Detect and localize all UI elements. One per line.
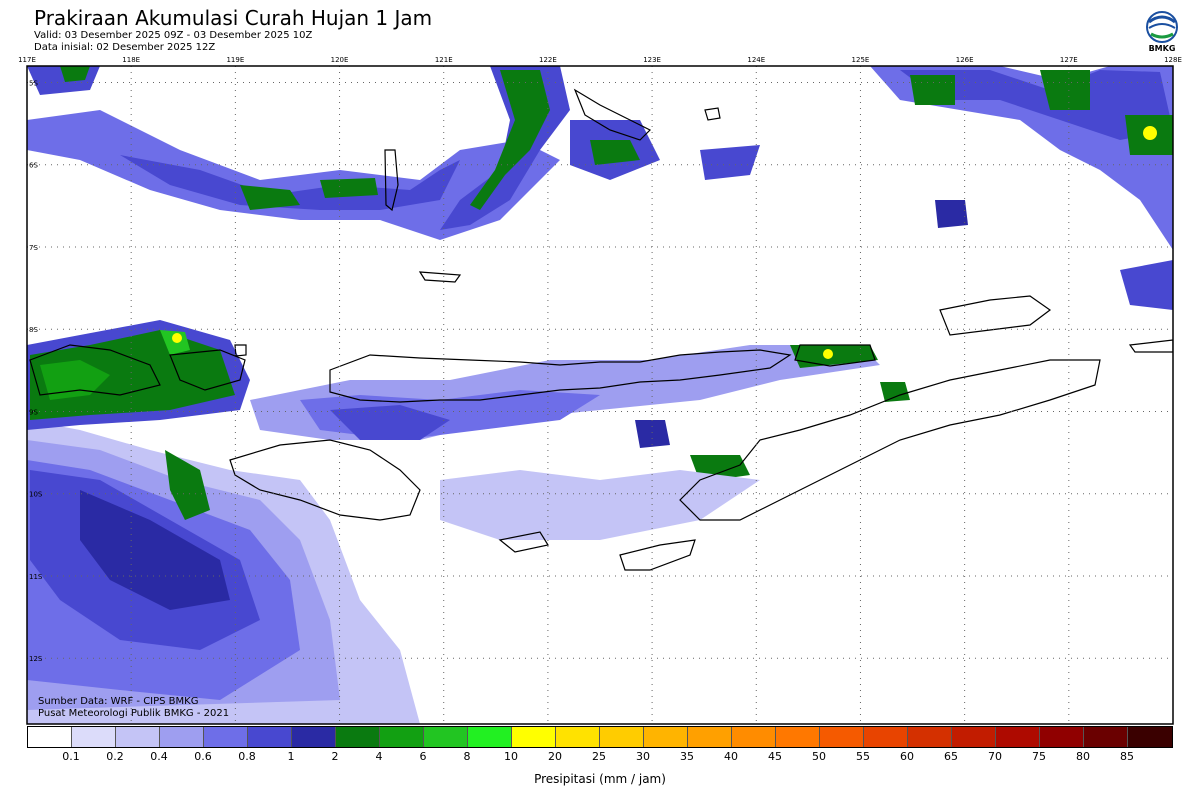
legend-swatch — [732, 727, 776, 747]
bmkg-logo-icon: BMKG — [1145, 10, 1179, 56]
legend-tick-label: 65 — [944, 750, 958, 763]
latitude-label: 7S — [29, 244, 38, 252]
legend-swatch — [600, 727, 644, 747]
credits: Sumber Data: WRF - CIPS BMKG Pusat Meteo… — [38, 696, 229, 720]
legend-tick-label: 70 — [988, 750, 1002, 763]
longitude-label: 124E — [747, 56, 765, 64]
latitude-labels: 5S 6S 7S 8S 9S 10S 11S 12S — [29, 79, 43, 663]
legend-tick-label: 0.2 — [106, 750, 124, 763]
legend-swatch — [644, 727, 688, 747]
legend-tick-label: 80 — [1076, 750, 1090, 763]
legend-colorbar — [27, 726, 1173, 748]
legend-swatch — [952, 727, 996, 747]
legend-swatch — [28, 727, 72, 747]
legend-tick-label: 10 — [504, 750, 518, 763]
latitude-label: 12S — [29, 655, 43, 663]
legend-tick-label: 1 — [287, 750, 295, 763]
legend-tick-label: 35 — [680, 750, 694, 763]
longitude-label: 123E — [643, 56, 661, 64]
legend-tick-label: 4 — [375, 750, 383, 763]
legend-swatch — [424, 727, 468, 747]
latitude-label: 10S — [29, 491, 43, 499]
longitude-labels: 117E 118E 119E 120E 121E 122E 123E 124E 125E 126E… — [18, 56, 1182, 64]
source-credit: Sumber Data: WRF - CIPS BMKG — [38, 696, 199, 707]
grid-lines — [27, 66, 1173, 724]
legend-ticks: 0.1 0.2 0.4 0.6 0.8 1 2 4 6 8 10 20 25 30 35 40 45 50 55 60… — [0, 750, 1200, 764]
legend-swatch — [160, 727, 204, 747]
legend-tick-label: 25 — [592, 750, 606, 763]
legend-tick-label: 75 — [1032, 750, 1046, 763]
legend-tick-label: 50 — [812, 750, 826, 763]
longitude-label: 117E — [18, 56, 36, 64]
legend-tick-label: 0.4 — [150, 750, 168, 763]
longitude-label: 121E — [435, 56, 453, 64]
legend-swatch — [292, 727, 336, 747]
longitude-label: 118E — [122, 56, 140, 64]
legend-tick-label: 8 — [463, 750, 471, 763]
legend-swatch — [688, 727, 732, 747]
longitude-label: 120E — [331, 56, 349, 64]
legend-tick-label: 55 — [856, 750, 870, 763]
legend-swatch — [1040, 727, 1084, 747]
legend-tick-label: 0.1 — [62, 750, 80, 763]
latitude-label: 8S — [29, 326, 38, 334]
legend-swatch — [820, 727, 864, 747]
longitude-label: 122E — [539, 56, 557, 64]
latitude-label: 9S — [29, 408, 38, 416]
legend-tick-label: 85 — [1120, 750, 1134, 763]
legend-tick-label: 40 — [724, 750, 738, 763]
legend-swatch — [908, 727, 952, 747]
legend-swatch — [116, 727, 160, 747]
map-frame — [26, 65, 1174, 725]
legend-unit: Presipitasi (mm / jam) — [534, 772, 666, 786]
legend-swatch — [512, 727, 556, 747]
latitude-label: 5S — [29, 79, 38, 87]
longitude-label: 125E — [852, 56, 870, 64]
legend-swatch — [248, 727, 292, 747]
org-credit: Pusat Meteorologi Publik BMKG - 2021 — [38, 708, 230, 719]
legend-tick-label: 45 — [768, 750, 782, 763]
legend-swatch — [336, 727, 380, 747]
latitude-label: 6S — [29, 162, 38, 170]
legend-tick-label: 0.6 — [194, 750, 212, 763]
longitude-label: 128E — [1164, 56, 1182, 64]
legend-tick-label: 2 — [331, 750, 339, 763]
legend-tick-label: 60 — [900, 750, 914, 763]
legend-swatch — [996, 727, 1040, 747]
legend-swatch — [1084, 727, 1128, 747]
init-time: Data inisial: 02 Desember 2025 12Z — [34, 42, 216, 53]
legend-tick-label: 0.8 — [238, 750, 256, 763]
legend-swatch — [1128, 727, 1172, 747]
coastlines — [29, 88, 1173, 571]
logo-emblem — [1146, 11, 1178, 43]
legend-tick-label: 30 — [636, 750, 650, 763]
legend-swatch — [468, 727, 512, 747]
logo-text: BMKG — [1148, 44, 1176, 53]
legend-swatch — [864, 727, 908, 747]
legend-tick-label: 20 — [548, 750, 562, 763]
latitude-label: 11S — [29, 573, 43, 581]
longitude-label: 119E — [226, 56, 244, 64]
longitude-label: 126E — [956, 56, 974, 64]
rain-field — [27, 66, 1173, 724]
valid-time: Valid: 03 Desember 2025 09Z - 03 Desembe… — [34, 30, 313, 41]
legend-swatch — [380, 727, 424, 747]
map-title: Prakiraan Akumulasi Curah Hujan 1 Jam — [34, 6, 433, 30]
legend-swatch — [556, 727, 600, 747]
legend-tick-label: 6 — [419, 750, 427, 763]
longitude-label: 127E — [1060, 56, 1078, 64]
legend-swatch — [72, 727, 116, 747]
legend-swatch — [776, 727, 820, 747]
legend-swatch — [204, 727, 248, 747]
